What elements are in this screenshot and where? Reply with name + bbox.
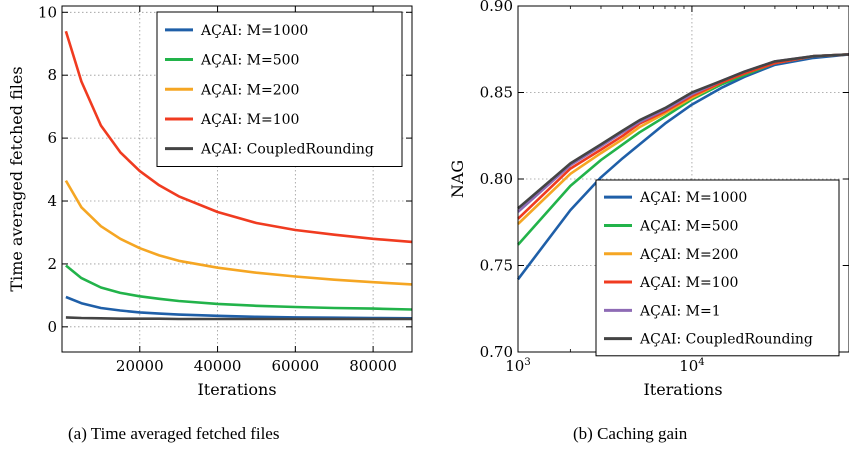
plot-frame (61, 5, 413, 353)
legend-label: AÇAI: M=500 (639, 218, 738, 234)
legend-label: AÇAI: M=1000 (639, 190, 747, 206)
legend-label: AÇAI: CoupledRounding (200, 142, 374, 158)
y-axis-label: Time averaged fetched files (7, 66, 26, 291)
legend-label: AÇAI: M=1 (639, 303, 721, 319)
fetched-files-chart: 20000 40000 60000 80000 0 2 4 6 8 10 Iterations Tim… (7, 3, 413, 399)
series-line-1 (65, 264, 413, 311)
legend-label: AÇAI: M=100 (639, 275, 738, 291)
x-tick-label: 40000 (194, 357, 242, 375)
legend-label: AÇAI: CoupledRounding (639, 332, 813, 348)
legend-box (595, 179, 840, 357)
x-tick-label: 103 (505, 357, 530, 375)
legend-label: AÇAI: M=1000 (200, 23, 308, 39)
y-tick-label: 2 (47, 255, 57, 273)
series-line-4 (65, 316, 412, 321)
x-tick-label: 60000 (271, 357, 319, 375)
series-line-3 (517, 53, 849, 220)
y-tick-label: 0 (47, 318, 57, 336)
x-tick-label: 80000 (349, 357, 397, 375)
y-tick-label: 6 (47, 129, 57, 147)
legend-box (156, 11, 403, 167)
y-tick-label: 8 (47, 66, 57, 84)
legend-label: AÇAI: M=500 (200, 53, 299, 69)
series-line-5 (517, 53, 849, 210)
x-axis-label: Iterations (643, 380, 722, 399)
y-axis-label: NAG (448, 160, 467, 198)
y-tick-label: 0.75 (480, 257, 513, 275)
y-tick-label: 0.70 (480, 343, 513, 361)
legend-label: AÇAI: M=200 (200, 82, 299, 98)
caption-b: (b) Caching gain (573, 424, 688, 443)
series-line-2 (64, 179, 413, 286)
x-tick-label: 104 (679, 357, 704, 375)
y-tick-label: 0.90 (480, 0, 513, 15)
caption-a: (a) Time averaged fetched files (68, 424, 280, 443)
y-tick-label: 0.80 (480, 170, 513, 188)
x-tick-label: 20000 (116, 357, 164, 375)
y-tick-label: 4 (47, 192, 57, 210)
x-axis-label: Iterations (197, 380, 276, 399)
legend-label: AÇAI: M=200 (639, 247, 738, 263)
y-tick-label: 0.85 (480, 84, 513, 102)
y-tick-label: 10 (38, 3, 57, 21)
nag-chart: 103 104 0.70 0.75 0.80 0.85 0.90 Iterations NAG A… (448, 0, 849, 399)
legend-label: AÇAI: M=100 (200, 112, 299, 128)
series-line-3 (64, 30, 413, 244)
